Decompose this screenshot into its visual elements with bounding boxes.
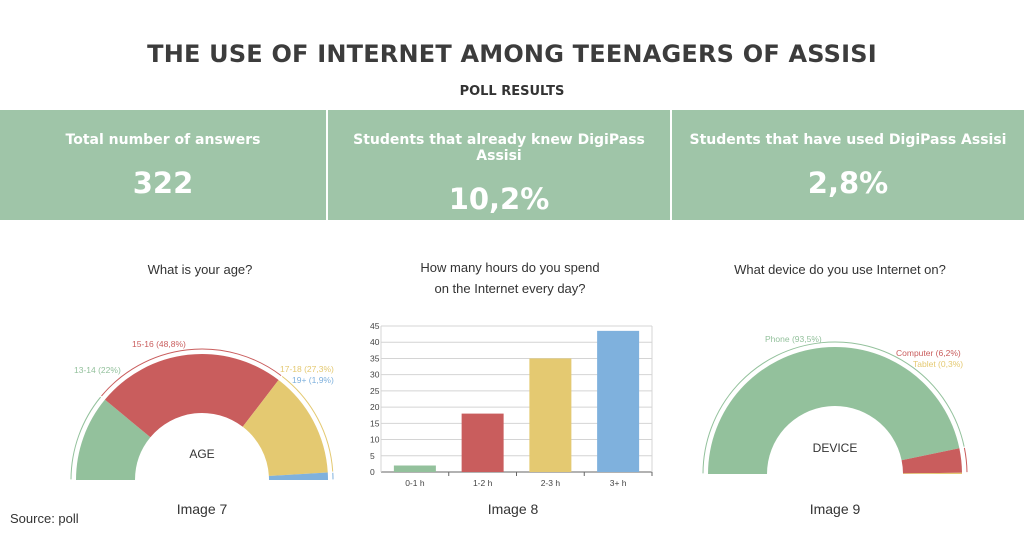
stat-total-answers: Total number of answers 322: [0, 110, 326, 220]
stats-banner: Total number of answers 322 Students tha…: [0, 110, 1024, 220]
device-slice-phone-leader: [702, 341, 965, 474]
device-slice-tablet: [902, 472, 962, 474]
age-slice-15-16-leader: [101, 348, 282, 397]
hours-chart: 0 5 10 15 20 25 30 35 40 45 0-1 h 1-2 h 2-3 h 3+ h: [370, 321, 653, 488]
device-slice-phone-label: Phone (93,5%): [765, 334, 822, 344]
hours-bar-1-2-h: [461, 413, 504, 472]
hours-bar-0-1-h: [393, 465, 436, 472]
stat-value: 2,8%: [807, 166, 889, 200]
hours-y-tick-label: 15: [370, 418, 380, 428]
age-slice-13-14-label: 13-14 (22%): [74, 365, 121, 375]
stat-knew-digipass: Students that already knew DigiPass Assi…: [326, 110, 670, 220]
hours-y-tick-label: 45: [370, 321, 380, 331]
hours-y-tick-label: 5: [370, 451, 375, 461]
hours-y-tick-label: 0: [370, 467, 375, 477]
hours-y-tick-label: 40: [370, 337, 380, 347]
age-slice-17-18-leader: [281, 375, 334, 472]
device-chart-caption: Image 9: [809, 501, 861, 517]
hours-bar-3-h: [597, 330, 640, 472]
age-slice-13-14-leader: [70, 396, 102, 480]
stat-value: 10,2%: [448, 182, 550, 216]
device-chart: Phone (93,5%) Computer (6,2%)Tablet (0,3%…: [702, 334, 968, 474]
age-slice-15-16-label: 15-16 (48,8%): [132, 339, 186, 349]
hours-y-tick-label: 25: [370, 386, 380, 396]
age-slice-19-: [268, 472, 328, 480]
stat-label: Students that already knew DigiPass Assi…: [353, 132, 645, 164]
source-note: Source: poll: [10, 511, 79, 526]
device-center-label: DEVICE: [813, 441, 858, 455]
hours-chart-caption: Image 8: [487, 501, 539, 517]
device-slice-computer-label: Computer (6,2%): [896, 348, 961, 358]
device-chart-question: What device do you use Internet on?: [734, 262, 946, 277]
hours-x-tick-label: 1-2 h: [473, 478, 493, 488]
age-slice-17-18: [242, 379, 328, 477]
device-slice-computer-leader: [963, 447, 968, 473]
stat-label: Students that have used DigiPass Assisi: [689, 132, 1007, 148]
hours-question-line: How many hours do you spend: [420, 260, 600, 275]
hours-y-tick-label: 30: [370, 370, 380, 380]
age-chart: 13-14 (22%) 15-16 (48,8%) 17-18 (27,3%)19+…: [70, 339, 334, 480]
device-slice-tablet-label: Tablet (0,3%): [913, 359, 963, 369]
age-slice-15-16: [104, 354, 279, 438]
hours-x-tick-label: 2-3 h: [541, 478, 561, 488]
hours-x-tick-label: 3+ h: [610, 478, 627, 488]
hours-y-tick-label: 20: [370, 402, 380, 412]
hours-question-line: on the Internet every day?: [434, 281, 586, 296]
page-subtitle: POLL RESULTS: [459, 84, 565, 99]
age-chart-question: What is your age?: [147, 262, 253, 277]
hours-y-tick-label: 35: [370, 353, 380, 363]
age-slice-17-18-label: 17-18 (27,3%): [280, 364, 334, 374]
stat-label: Total number of answers: [65, 132, 261, 148]
device-slice-computer: [901, 448, 962, 474]
page-title: THE USE OF INTERNET AMONG TEENAGERS OF A…: [147, 40, 877, 68]
age-slice-13-14: [76, 399, 151, 480]
device-slice-phone: [708, 346, 960, 474]
age-slice-19--label: 19+ (1,9%): [292, 375, 334, 385]
hours-bar-2-3-h: [529, 358, 572, 472]
hours-y-tick-label: 10: [370, 435, 380, 445]
stat-used-digipass: Students that have used DigiPass Assisi …: [670, 110, 1024, 220]
stat-value: 322: [132, 166, 194, 200]
age-center-label: AGE: [189, 447, 214, 461]
age-chart-caption: Image 7: [176, 501, 228, 517]
hours-x-tick-label: 0-1 h: [405, 478, 425, 488]
hours-chart-question: How many hours do you spend on the Inter…: [370, 257, 650, 299]
